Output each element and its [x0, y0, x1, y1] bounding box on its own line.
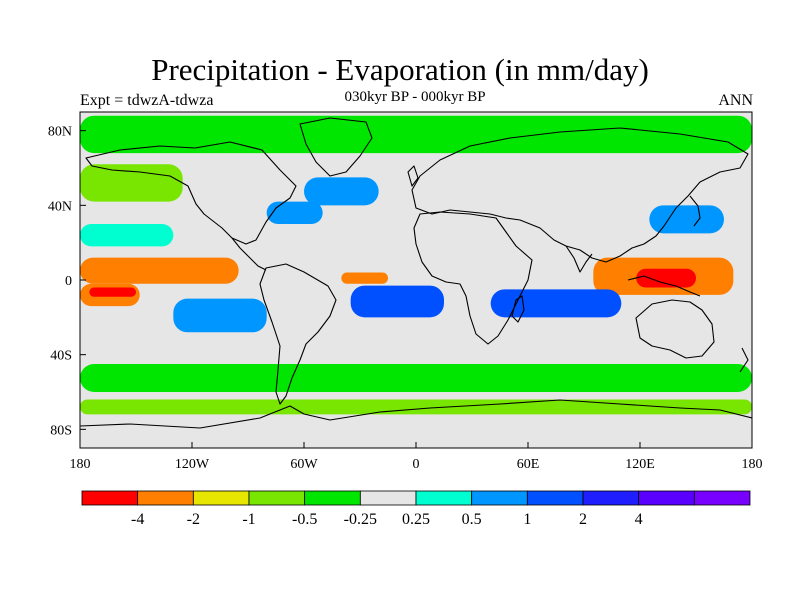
colorbar-swatch: [81, 490, 139, 506]
colorbar-swatch: [582, 490, 640, 506]
field-region-arctic-drying: [80, 115, 752, 154]
coastline-africa: [413, 211, 533, 345]
colorbar-label: -0.5: [292, 511, 317, 528]
coastline-japan: [689, 195, 701, 227]
field-region-equatorial-pacific-drying: [80, 257, 239, 284]
coastline-india: [565, 245, 593, 273]
chart-title: Precipitation - Evaporation (in mm/day): [151, 52, 649, 87]
colorbar-swatch: [471, 490, 528, 506]
axis-ticks: 180 120W 60W 0 60E 120E 180 80N 40N 0 40S 80S: [48, 125, 763, 472]
field-region-antarctic-coast-drying: [80, 399, 752, 415]
y-tick-label: 80N: [48, 125, 72, 140]
coastline-madagascar: [511, 295, 525, 323]
coastline-north-america: [85, 141, 297, 245]
colorbar-label: 4: [635, 511, 643, 528]
field-region-gulf-stream-wetting: [266, 201, 323, 224]
colorbar-swatch: [359, 490, 417, 506]
field-region-indonesia-red-core: [636, 268, 696, 288]
field-region-southern-ocean-drying: [80, 364, 752, 392]
coastline-eurasia: [411, 127, 749, 263]
field-region-south-pacific-red-core: [89, 287, 136, 297]
coastline-south-america: [259, 263, 337, 405]
field-region-west-pacific-wetting: [80, 224, 174, 247]
x-tick-label: 60W: [290, 457, 318, 472]
coastline-maritime-continent: [627, 275, 701, 297]
colorbar-swatch: [137, 490, 194, 506]
coastline-british-isles: [407, 165, 419, 187]
colorbar-label: -2: [187, 511, 200, 528]
x-tick-label: 180: [70, 457, 91, 472]
colorbar-swatch: [192, 490, 250, 506]
x-tick-label: 0: [413, 457, 420, 472]
colorbar-label: -0.25: [344, 511, 377, 528]
chart-subtitle: 030kyr BP - 000kyr BP: [344, 89, 486, 105]
field-region-north-pacific-drying: [80, 164, 183, 202]
colorbar-swatch: [638, 490, 695, 506]
y-tick-label: 40S: [50, 349, 72, 364]
season-label: ANN: [718, 92, 753, 109]
x-tick-label: 60E: [517, 457, 540, 472]
colorbar-swatch: [415, 490, 473, 506]
colorbar-swatch: [693, 490, 751, 506]
colorbar-label: 2: [579, 511, 587, 528]
coastline-layer: [80, 117, 752, 429]
field-layer: [80, 115, 752, 415]
y-tick-label: 80S: [50, 423, 72, 438]
y-tick-label: 40N: [48, 199, 72, 214]
x-tick-label: 120W: [175, 457, 210, 472]
coastline-new-zealand: [739, 347, 749, 373]
field-region-tropical-atlantic-drying: [341, 272, 388, 284]
experiment-label: Expt = tdwzA-tdwza: [80, 92, 214, 109]
coastline-australia: [635, 299, 715, 359]
colorbar: -4 -2 -1 -0.5 -0.25 0.25 0.5 1 2 4: [81, 490, 751, 528]
field-region-south-indian-wetting: [490, 289, 622, 318]
colorbar-label: -4: [131, 511, 144, 528]
coastline-greenland: [299, 117, 373, 177]
colorbar-label: -1: [242, 511, 255, 528]
colorbar-swatch: [526, 490, 584, 506]
colorbar-label: 1: [523, 511, 531, 528]
colorbar-swatch: [304, 490, 361, 506]
field-region-kuroshio-wetting: [649, 205, 724, 234]
colorbar-label: 0.5: [462, 511, 482, 528]
colorbar-swatch: [248, 490, 306, 506]
field-region-south-atlantic-wetting: [350, 285, 444, 318]
x-tick-label: 180: [742, 457, 763, 472]
field-region-southeast-pacific-wetting: [173, 298, 267, 333]
coastline-antarctica: [80, 399, 752, 429]
field-region-north-atlantic-wetting: [304, 177, 379, 206]
x-tick-label: 120E: [625, 457, 655, 472]
y-tick-label: 0: [65, 274, 72, 289]
colorbar-label: 0.25: [402, 511, 430, 528]
coastline-central-america: [231, 237, 267, 271]
